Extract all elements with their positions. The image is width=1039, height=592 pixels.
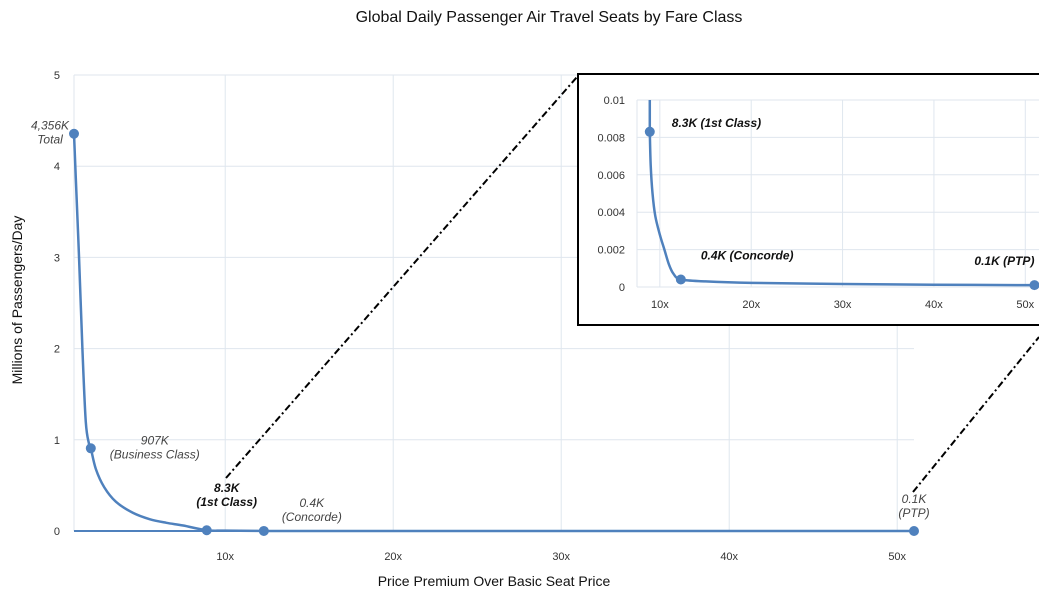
main-series-line (72, 133, 915, 533)
inset-x-tick-label: 10x (651, 299, 669, 311)
inset-plot-area (644, 100, 1039, 291)
inset-x-tick-label: 50x (1016, 299, 1034, 311)
main-data-point (258, 525, 269, 536)
inset-tick-labels: 0 0.002 0.004 0.006 0.008 0.01 10x 20x 30x 40x 50x (597, 95, 1034, 311)
main-y-tick-label: 2 (54, 344, 60, 356)
inset-y-tick-label: 0.002 (597, 245, 625, 257)
inset-y-tick-label: 0 (619, 282, 625, 294)
inset-gridlines (636, 99, 1039, 288)
main-data-labels: 4,356K Total 907K (Business Class) 8.3K (1st … (31, 119, 930, 524)
main-y-tick-label: 5 (54, 70, 60, 82)
inset-data-point (675, 274, 686, 285)
inset-data-point (1029, 280, 1039, 291)
y-axis-title: Millions of Passengers/Day (9, 216, 25, 385)
inset-y-tick-label: 0.008 (597, 132, 625, 144)
inset-y-tick-label: 0.004 (597, 207, 625, 219)
main-data-label: 0.1K (PTP) (898, 492, 929, 520)
main-x-tick-label: 20x (384, 551, 402, 563)
inset-data-label: 0.1K (PTP) (974, 254, 1034, 268)
inset-data-point (644, 126, 655, 137)
main-plot-area (69, 128, 919, 536)
zoom-leader-line-left (225, 76, 578, 479)
inset-y-tick-label: 0.006 (597, 170, 625, 182)
main-y-tick-label: 4 (54, 161, 60, 173)
main-data-label: 8.3K (1st Class) (196, 481, 257, 509)
main-data-point (201, 525, 212, 536)
inset-x-tick-label: 40x (925, 299, 943, 311)
main-y-tick-label: 1 (54, 435, 60, 447)
inset-x-tick-label: 20x (742, 299, 760, 311)
main-x-tick-label: 50x (888, 551, 906, 563)
main-y-tick-label: 3 (54, 252, 60, 264)
main-data-point (909, 525, 919, 536)
main-data-label: 907K (Business Class) (110, 433, 200, 461)
main-tick-labels: 0 1 2 3 4 5 10x 20x 30x 40x 50x (54, 70, 907, 563)
inset-data-label: 0.4K (Concorde) (701, 249, 794, 263)
zoom-leader-line-right (912, 336, 1039, 493)
inset-zoom-chart: 0 0.002 0.004 0.006 0.008 0.01 10x 20x 30x 40x 50x… (577, 73, 1039, 326)
main-y-tick-label: 0 (54, 526, 60, 538)
inset-series-line (648, 131, 1035, 287)
main-x-tick-label: 40x (720, 551, 738, 563)
inset-data-label: 8.3K (1st Class) (672, 116, 761, 130)
main-data-label: 4,356K Total (31, 119, 70, 147)
chart-title: Global Daily Passenger Air Travel Seats … (356, 9, 743, 26)
main-data-point (85, 443, 96, 454)
main-x-tick-label: 10x (216, 551, 234, 563)
main-x-tick-label: 30x (552, 551, 570, 563)
inset-data-labels: 8.3K (1st Class) 0.4K (Concorde) 0.1K (PTP… (672, 116, 1035, 268)
x-axis-title: Price Premium Over Basic Seat Price (378, 573, 611, 589)
main-data-point (69, 128, 79, 139)
main-data-label: 0.4K (Concorde) (282, 496, 342, 524)
inset-y-tick-label: 0.01 (604, 95, 625, 107)
inset-x-tick-label: 30x (834, 299, 852, 311)
